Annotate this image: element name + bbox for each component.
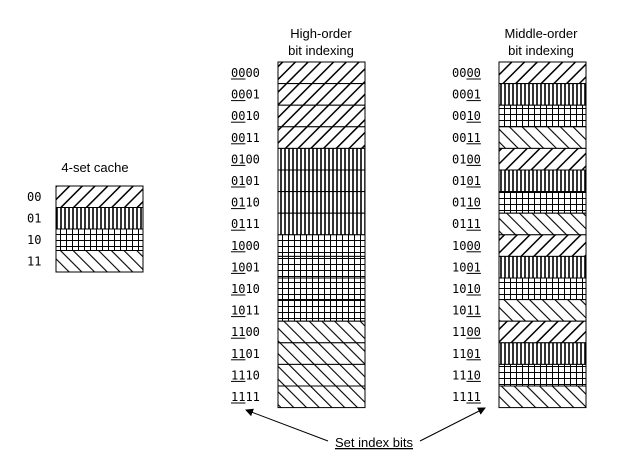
high-order-row-cell xyxy=(277,234,366,257)
high-order-address-label: 1110 xyxy=(231,368,260,382)
high-order-address-label: 1000 xyxy=(231,239,260,253)
middle-order-address-label: 0111 xyxy=(452,217,481,231)
high-order-address-label: 0101 xyxy=(231,174,260,188)
middle-order-row-cell xyxy=(498,320,587,344)
middle-order-row-cell xyxy=(498,191,587,214)
high-order-address-label: 1010 xyxy=(231,282,260,296)
high-order-group: High-order bit indexing 0000 0001 0010 0011… xyxy=(231,26,366,409)
cache-group: 4-set cache 00 01 10 11 xyxy=(27,160,144,273)
middle-order-row-cell xyxy=(498,61,587,85)
middle-order-address-label: 0101 xyxy=(452,174,481,188)
cache-set-cell xyxy=(55,185,144,208)
middle-order-row-cell xyxy=(498,104,587,128)
high-order-row-cell xyxy=(277,126,366,149)
middle-order-row-cell xyxy=(498,212,587,236)
middle-order-address-label: 0100 xyxy=(452,152,481,166)
cache-set-label: 01 xyxy=(27,212,41,226)
high-order-address-label: 0011 xyxy=(231,131,260,145)
high-order-row-cell xyxy=(277,299,366,322)
middle-order-address-label: 1110 xyxy=(452,368,481,382)
high-order-address-label: 1101 xyxy=(231,347,260,361)
high-order-row-cell xyxy=(277,342,366,365)
high-order-address-label: 1001 xyxy=(231,260,260,274)
cache-set-cell xyxy=(55,207,144,230)
high-order-address-label: 0111 xyxy=(231,217,260,231)
middle-order-row-cell xyxy=(498,169,587,193)
high-order-row-cell xyxy=(277,191,366,214)
middle-order-address-label: 1100 xyxy=(452,325,481,339)
high-order-address-label: 0010 xyxy=(231,109,260,123)
high-order-title-line2: bit indexing xyxy=(288,43,354,58)
middle-order-row-cell xyxy=(498,342,587,365)
middle-order-row-cell xyxy=(498,147,587,171)
cache-title: 4-set cache xyxy=(61,160,128,175)
cache-cells: 00 01 10 11 xyxy=(27,185,144,273)
cache-set-label: 11 xyxy=(27,255,41,269)
high-order-address-label: 0000 xyxy=(231,66,260,80)
high-order-title-line1: High-order xyxy=(290,26,352,41)
middle-order-title-line1: Middle-order xyxy=(505,26,579,41)
cache-set-cell xyxy=(55,250,144,273)
middle-order-row-cell xyxy=(498,385,587,409)
set-index-caption: Set index bits xyxy=(335,435,414,450)
high-order-row-cell xyxy=(277,169,366,193)
middle-order-address-label: 0110 xyxy=(452,196,481,210)
high-order-row-cell xyxy=(277,212,366,236)
high-order-address-label: 0100 xyxy=(231,152,260,166)
middle-order-row-cell xyxy=(498,234,587,257)
middle-order-row-cell xyxy=(498,255,587,279)
cache-set-label: 10 xyxy=(27,233,41,247)
middle-order-address-label: 1001 xyxy=(452,260,481,274)
high-order-address-label: 0001 xyxy=(231,88,260,102)
middle-order-address-label: 0001 xyxy=(452,88,481,102)
high-order-row-cell xyxy=(277,385,366,409)
middle-order-address-label: 0010 xyxy=(452,109,481,123)
high-order-address-label: 1011 xyxy=(231,304,260,318)
high-order-row-cell xyxy=(277,104,366,128)
high-order-address-label: 1100 xyxy=(231,325,260,339)
cache-set-cell xyxy=(55,228,144,251)
cache-set-label: 00 xyxy=(27,190,41,204)
middle-order-row-cell xyxy=(498,83,587,106)
middle-order-address-label: 1101 xyxy=(452,347,481,361)
arrow-to-middle-order xyxy=(419,407,486,442)
high-order-row-cell xyxy=(277,147,366,171)
high-order-row-cell xyxy=(277,255,366,279)
middle-order-address-label: 1010 xyxy=(452,282,481,296)
high-order-address-label: 0110 xyxy=(231,196,260,210)
middle-order-group: Middle-order bit indexing 00000001001000… xyxy=(452,26,587,409)
middle-order-address-label: 1011 xyxy=(452,304,481,318)
middle-order-row-cell xyxy=(498,299,587,322)
high-order-row-cell xyxy=(277,320,366,344)
high-order-address-label: 1111 xyxy=(231,390,260,404)
middle-order-address-label: 0000 xyxy=(452,66,481,80)
middle-order-address-label: 0011 xyxy=(452,131,481,145)
middle-order-address-label: 1111 xyxy=(452,390,481,404)
high-order-row-cell xyxy=(277,61,366,85)
middle-order-row-cell xyxy=(498,363,587,387)
middle-order-title-line2: bit indexing xyxy=(508,43,574,58)
high-order-row-cell xyxy=(277,83,366,106)
middle-order-address-label: 1000 xyxy=(452,239,481,253)
middle-order-cells: 0000 0001 0010 0011 0100 0101 0110 0111 1000 1001… xyxy=(452,61,587,409)
high-order-cells: 0000 0001 0010 0011 0100 0101 0110 0111 1000 1001… xyxy=(231,61,366,409)
middle-order-row-cell xyxy=(498,277,587,301)
middle-order-row-cell xyxy=(498,126,587,149)
arrow-to-high-order xyxy=(245,408,329,442)
high-order-row-cell xyxy=(277,363,366,387)
high-order-row-cell xyxy=(277,277,366,301)
